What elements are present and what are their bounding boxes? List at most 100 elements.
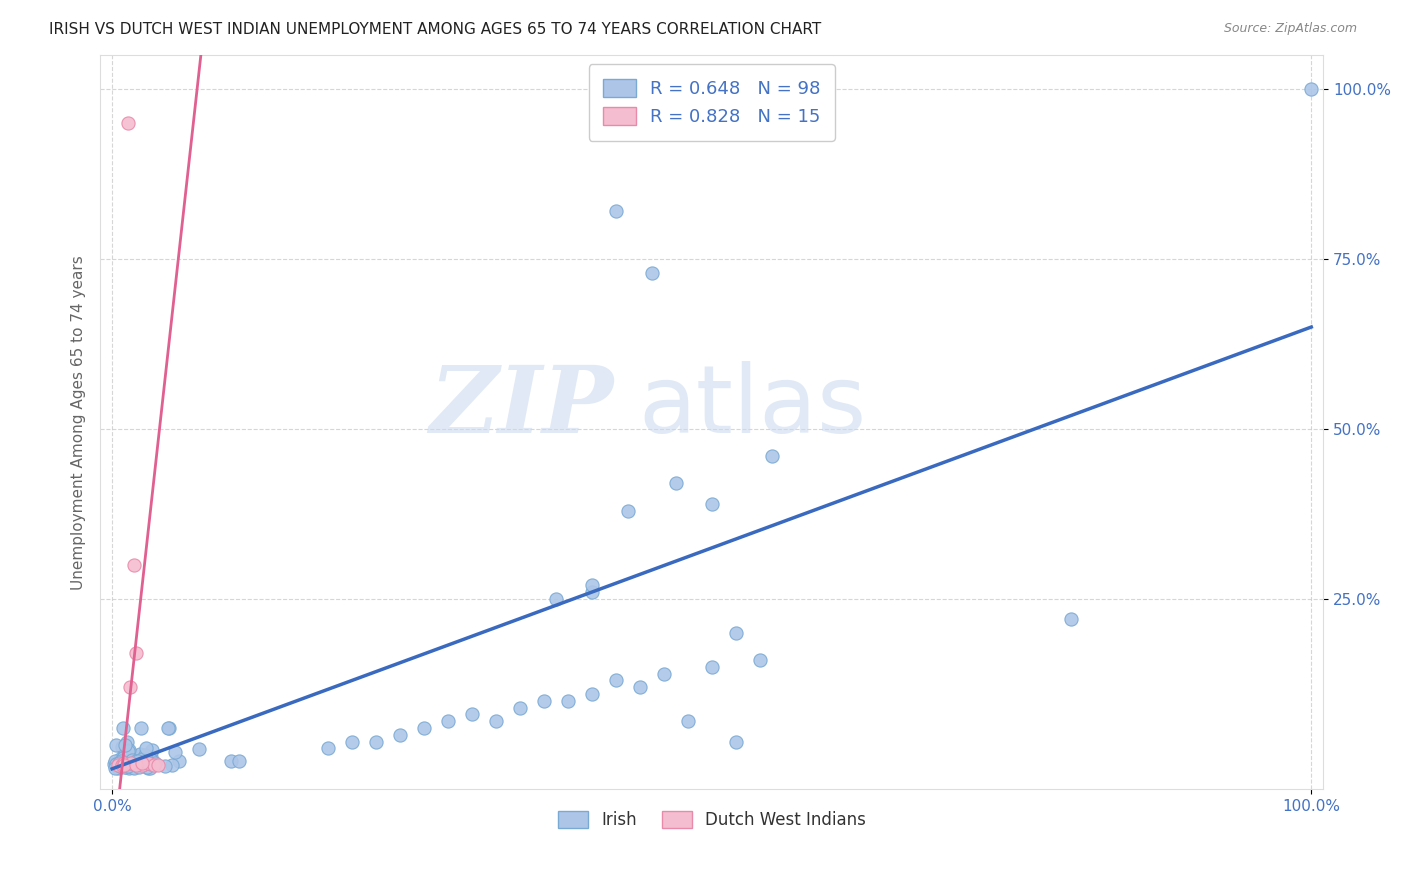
Point xyxy=(104,761,127,775)
Point xyxy=(104,757,127,772)
Point xyxy=(114,758,136,772)
Point xyxy=(581,687,603,701)
Point xyxy=(153,759,176,773)
Point xyxy=(544,591,567,606)
Legend: Irish, Dutch West Indians: Irish, Dutch West Indians xyxy=(551,805,873,836)
Point xyxy=(117,116,139,130)
Point xyxy=(761,449,783,463)
Point xyxy=(485,714,508,729)
Point xyxy=(163,745,186,759)
Text: ZIP: ZIP xyxy=(430,362,614,452)
Point xyxy=(125,748,148,763)
Text: IRISH VS DUTCH WEST INDIAN UNEMPLOYMENT AMONG AGES 65 TO 74 YEARS CORRELATION CH: IRISH VS DUTCH WEST INDIAN UNEMPLOYMENT … xyxy=(49,22,821,37)
Point xyxy=(1060,612,1083,626)
Point xyxy=(581,578,603,592)
Point xyxy=(118,761,141,775)
Point xyxy=(103,756,125,771)
Point xyxy=(104,738,127,752)
Point xyxy=(120,756,142,771)
Point xyxy=(665,476,688,491)
Point xyxy=(167,754,190,768)
Point xyxy=(115,749,138,764)
Point xyxy=(104,755,127,769)
Point xyxy=(139,761,162,775)
Point xyxy=(107,757,129,772)
Point xyxy=(134,748,156,763)
Point xyxy=(110,754,132,768)
Point xyxy=(141,743,163,757)
Point xyxy=(114,738,136,752)
Point xyxy=(124,756,146,771)
Point xyxy=(461,707,484,722)
Point xyxy=(122,761,145,775)
Point xyxy=(700,660,723,674)
Point xyxy=(533,694,555,708)
Point xyxy=(1301,82,1323,96)
Point xyxy=(187,742,209,756)
Point xyxy=(117,744,139,758)
Point xyxy=(118,754,141,768)
Point xyxy=(117,753,139,767)
Point xyxy=(114,760,136,774)
Point xyxy=(131,758,153,772)
Point xyxy=(412,721,434,735)
Point xyxy=(128,760,150,774)
Point xyxy=(364,734,387,748)
Point xyxy=(107,756,129,770)
Point xyxy=(129,747,152,761)
Point xyxy=(122,756,145,771)
Point xyxy=(131,757,153,772)
Point xyxy=(628,680,651,694)
Point xyxy=(111,759,134,773)
Point xyxy=(121,760,143,774)
Text: atlas: atlas xyxy=(638,361,866,453)
Point xyxy=(121,753,143,767)
Point xyxy=(112,751,135,765)
Point xyxy=(127,754,149,768)
Point xyxy=(124,758,146,772)
Point xyxy=(139,757,162,772)
Point xyxy=(228,754,250,768)
Point xyxy=(616,503,638,517)
Point xyxy=(724,626,747,640)
Point xyxy=(118,750,141,764)
Point xyxy=(112,756,135,771)
Point xyxy=(557,694,579,708)
Point xyxy=(316,741,339,756)
Point xyxy=(112,760,135,774)
Point xyxy=(131,756,153,771)
Point xyxy=(581,585,603,599)
Point xyxy=(131,758,153,772)
Point xyxy=(136,761,159,775)
Point xyxy=(141,749,163,764)
Point xyxy=(652,666,675,681)
Point xyxy=(437,714,460,729)
Point xyxy=(120,680,142,694)
Point xyxy=(388,728,411,742)
Point xyxy=(118,742,141,756)
Point xyxy=(107,761,129,775)
Point xyxy=(143,758,166,772)
Point xyxy=(219,754,242,768)
Point xyxy=(112,749,135,764)
Point xyxy=(136,756,159,771)
Point xyxy=(108,752,131,766)
Point xyxy=(748,653,770,667)
Point xyxy=(700,497,723,511)
Point xyxy=(131,752,153,766)
Point xyxy=(128,758,150,772)
Point xyxy=(111,739,134,754)
Point xyxy=(112,758,135,772)
Y-axis label: Unemployment Among Ages 65 to 74 years: Unemployment Among Ages 65 to 74 years xyxy=(72,255,86,590)
Point xyxy=(676,714,699,729)
Point xyxy=(111,721,134,735)
Point xyxy=(157,721,180,735)
Point xyxy=(129,721,152,735)
Point xyxy=(139,753,162,767)
Point xyxy=(122,756,145,771)
Point xyxy=(156,721,179,735)
Point xyxy=(118,757,141,772)
Point xyxy=(107,758,129,772)
Point xyxy=(117,759,139,773)
Point xyxy=(135,753,157,767)
